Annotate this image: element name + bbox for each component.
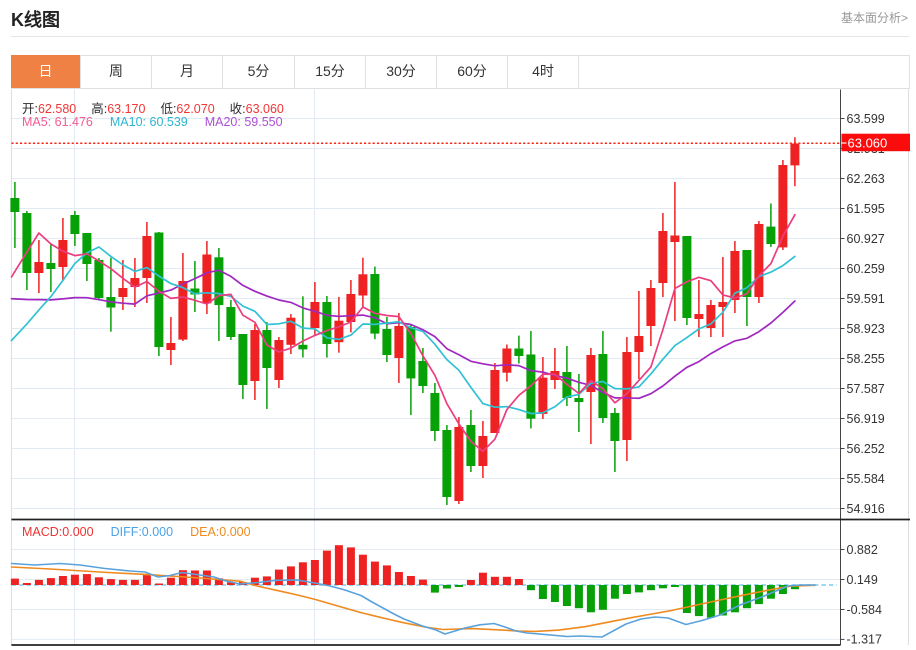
svg-text:63.060: 63.060: [848, 135, 888, 150]
svg-text:56.919: 56.919: [847, 412, 885, 426]
svg-text:58.255: 58.255: [847, 352, 885, 366]
svg-text:57.587: 57.587: [847, 382, 885, 396]
svg-text:0.882: 0.882: [847, 543, 878, 557]
svg-text:59.591: 59.591: [847, 292, 885, 306]
svg-text:55.584: 55.584: [847, 472, 885, 486]
svg-text:54.916: 54.916: [847, 502, 885, 516]
svg-text:-0.584: -0.584: [847, 603, 882, 617]
svg-text:61.595: 61.595: [847, 202, 885, 216]
svg-text:58.923: 58.923: [847, 322, 885, 336]
svg-text:0.149: 0.149: [847, 573, 878, 587]
svg-text:60.927: 60.927: [847, 232, 885, 246]
svg-text:63.599: 63.599: [847, 112, 885, 126]
svg-text:60.259: 60.259: [847, 262, 885, 276]
svg-text:-1.317: -1.317: [847, 633, 882, 647]
svg-text:62.263: 62.263: [847, 172, 885, 186]
svg-text:56.252: 56.252: [847, 442, 885, 456]
